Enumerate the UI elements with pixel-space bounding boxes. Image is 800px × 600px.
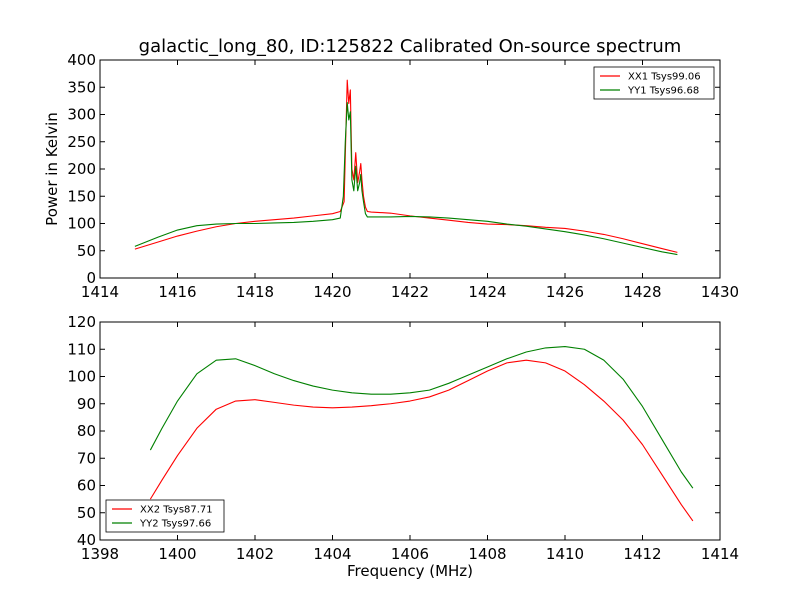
legend-label-1: XX2 Tsys87.71 (140, 505, 213, 516)
x-tick-label: 1408 (468, 545, 506, 563)
y-tick-label: 70 (77, 449, 96, 467)
legend-box (105, 499, 225, 533)
y-tick-label: 100 (67, 368, 96, 386)
y-tick-label: 50 (77, 504, 96, 522)
y-tick-label: 90 (77, 395, 96, 413)
x-tick-label: 1402 (236, 545, 274, 563)
chart-panel-2: 1398 1400 1402 1404 1406 1408 1410 1412 1414 40 50… (67, 313, 739, 580)
y-tick-label: 110 (67, 340, 96, 358)
x-tick-label: 1406 (391, 545, 429, 563)
x-tick-label: 1418 (236, 283, 274, 301)
y-tick-label: 300 (67, 106, 96, 124)
x-tick-label: 1398 (81, 545, 119, 563)
legend: XX2 Tsys87.71 YY2 Tsys97.66 (105, 499, 225, 533)
series-line-2 (149, 345, 694, 489)
chart-panel-1: 1414 1416 1418 1420 1422 1424 1426 1428 1430 0 50 1… (43, 51, 739, 301)
series-line-1 (134, 79, 678, 253)
x-tick-label: 1422 (391, 283, 429, 301)
series-line-2 (134, 101, 678, 256)
y-tick-label: 40 (77, 531, 96, 549)
x-tick-label: 1414 (701, 545, 739, 563)
x-tick-label: 1404 (313, 545, 351, 563)
x-tick-label: 1420 (313, 283, 351, 301)
y-tick-label: 50 (77, 242, 96, 260)
legend-label-2: YY1 Tsys96.68 (627, 86, 699, 97)
y-axis-label: Power in Kelvin (43, 112, 61, 226)
y-tick-label: 350 (67, 78, 96, 96)
x-axis-label: Frequency (MHz) (347, 562, 473, 580)
x-tick-label: 1424 (468, 283, 506, 301)
series-group (134, 79, 678, 256)
x-tick-label: 1430 (701, 283, 739, 301)
y-tick-label: 0 (86, 269, 96, 287)
y-tick-label: 60 (77, 477, 96, 495)
series-group (149, 345, 694, 522)
legend-label-2: YY2 Tsys97.66 (139, 519, 211, 530)
y-tick-label: 200 (67, 160, 96, 178)
legend-label-1: XX1 Tsys99.06 (628, 72, 701, 83)
y-tick-label: 250 (67, 133, 96, 151)
series-line-1 (149, 359, 694, 522)
x-tick-label: 1400 (158, 545, 196, 563)
chart-title: galactic_long_80, ID:125822 Calibrated O… (139, 36, 682, 57)
y-tick-label: 120 (67, 313, 96, 331)
y-tick-label: 80 (77, 422, 96, 440)
chart-panels: 1414 1416 1418 1420 1422 1424 1426 1428 14300501… (43, 51, 739, 580)
x-tick-label: 1416 (158, 283, 196, 301)
x-tick-label: 1410 (546, 545, 584, 563)
legend-box (593, 66, 715, 100)
legend: XX1 Tsys99.06 YY1 Tsys96.68 (593, 66, 715, 100)
y-tick-label: 150 (67, 187, 96, 205)
y-tick-label: 100 (67, 215, 96, 233)
y-tick-label: 400 (67, 51, 96, 69)
x-tick-label: 1414 (81, 283, 119, 301)
x-tick-label: 1412 (623, 545, 661, 563)
x-tick-label: 1428 (623, 283, 661, 301)
x-tick-label: 1426 (546, 283, 584, 301)
